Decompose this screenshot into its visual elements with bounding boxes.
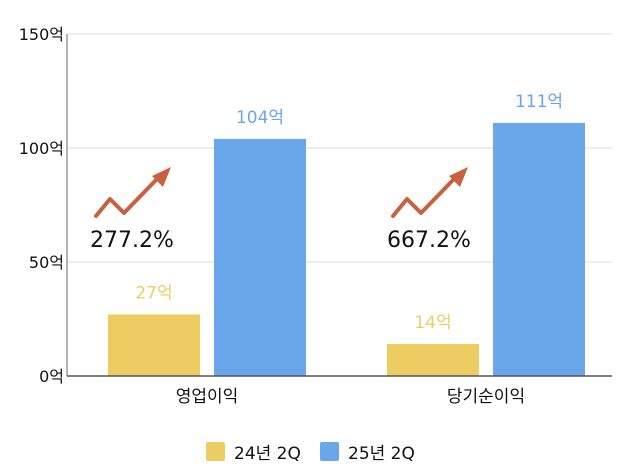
growth-percentage: 277.2% bbox=[90, 228, 174, 253]
bar-prev-1 bbox=[387, 344, 479, 376]
legend-swatch bbox=[320, 442, 339, 461]
data-label: 14억 bbox=[414, 313, 451, 333]
bar-curr-0 bbox=[214, 138, 306, 376]
growth-arrow-icon bbox=[391, 167, 468, 218]
bars bbox=[108, 122, 585, 376]
legend-label: 24년 2Q bbox=[234, 444, 301, 464]
data-label: 111억 bbox=[515, 92, 563, 112]
bar-curr-1 bbox=[493, 122, 585, 376]
growth-percentage: 667.2% bbox=[387, 228, 471, 253]
x-category-label: 영업이익 bbox=[176, 387, 239, 407]
y-tick-label: 0억 bbox=[39, 367, 64, 386]
legend-swatch bbox=[206, 442, 225, 461]
x-axis-category-labels: 영업이익 당기순이익 bbox=[176, 387, 525, 407]
bar-prev-0 bbox=[108, 314, 200, 376]
legend: 24년 2Q 25년 2Q bbox=[206, 442, 415, 464]
growth-annotations: 277.2% 667.2% bbox=[90, 167, 471, 253]
y-tick-label: 50억 bbox=[29, 253, 64, 272]
legend-label: 25년 2Q bbox=[348, 444, 415, 464]
y-axis-tick-labels: 0억 50억 100억 150억 bbox=[19, 25, 64, 386]
y-tick-label: 100억 bbox=[19, 139, 64, 158]
data-label: 27억 bbox=[135, 283, 172, 303]
x-category-label: 당기순이익 bbox=[447, 387, 525, 407]
data-label: 104억 bbox=[236, 108, 284, 128]
data-labels: 27억 104억 14억 111억 bbox=[135, 92, 563, 333]
y-tick-label: 150억 bbox=[19, 25, 64, 44]
growth-arrow-icon bbox=[94, 167, 171, 218]
